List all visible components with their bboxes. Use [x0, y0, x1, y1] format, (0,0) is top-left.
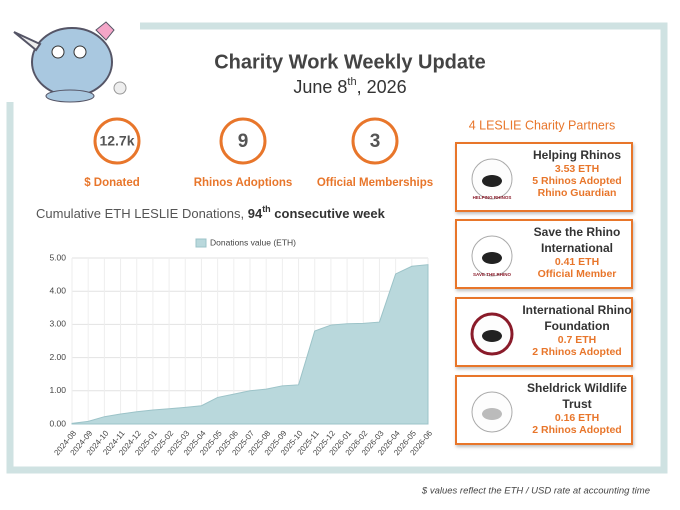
- y-tick-label: 0.00: [49, 418, 66, 428]
- rhino-icon: [482, 330, 502, 342]
- legend-swatch: [195, 238, 207, 248]
- partner-detail: Rhino Guardian: [538, 187, 617, 199]
- date-part: , 2026: [357, 77, 407, 97]
- stat-circle: [219, 117, 267, 165]
- partner-name: Helping Rhinos: [533, 148, 621, 162]
- rhino-icon: [482, 252, 502, 264]
- stat-value: 3: [370, 131, 381, 152]
- stat-circle: [351, 117, 399, 165]
- partner-detail: 3.53 ETH: [555, 163, 599, 175]
- partner-detail: 0.41 ETH: [555, 256, 599, 268]
- partner-logo-text: HELPING RHINOS: [473, 195, 512, 200]
- partner-detail: 5 Rhinos Adopted: [532, 175, 621, 187]
- chart-title-part: consecutive week: [271, 206, 386, 221]
- partner-detail: 0.7 ETH: [558, 334, 597, 346]
- area: [71, 264, 429, 425]
- partner-name: Foundation: [544, 319, 609, 333]
- chart-title-part: 94: [248, 206, 263, 221]
- partners-title: 4 LESLIE Charity Partners: [469, 118, 616, 132]
- date-part: June 8: [293, 77, 347, 97]
- stat-label: $ Donated: [84, 177, 140, 189]
- partner-name: Trust: [562, 397, 591, 411]
- mascot: [13, 21, 127, 103]
- stat-label: Rhinos Adoptions: [194, 177, 293, 189]
- chart-title-sup: th: [262, 204, 271, 214]
- date: June 8th, 2026: [293, 76, 406, 97]
- partner-name: International Rhino: [522, 303, 631, 317]
- stat-value: 12.7k: [99, 133, 134, 149]
- stat-label: Official Memberships: [317, 177, 433, 189]
- y-tick-label: 1.00: [49, 385, 66, 395]
- y-tick-label: 5.00: [49, 252, 66, 262]
- y-tick-label: 2.00: [49, 352, 66, 362]
- partner-name: Sheldrick Wildlife: [527, 381, 627, 395]
- date-sup: th: [347, 76, 356, 88]
- partner-logo-text: SAVE THE RHINO: [473, 272, 511, 277]
- partner-name: Save the Rhino: [534, 225, 621, 239]
- rhino-icon: [482, 408, 502, 420]
- partner-detail: Official Member: [538, 268, 617, 280]
- partner-detail: 2 Rhinos Adopted: [532, 346, 621, 358]
- rhino-icon: [482, 175, 502, 187]
- footnote: $ values reflect the ETH / USD rate at a…: [421, 486, 650, 497]
- chart-title-part: Cumulative ETH LESLIE Donations,: [36, 206, 248, 221]
- frame: [6, 22, 668, 474]
- partner-card: [455, 142, 633, 212]
- partner-name: International: [541, 241, 613, 255]
- stat-circle: [93, 117, 141, 165]
- chart-title: Cumulative ETH LESLIE Donations, 94th co…: [36, 204, 386, 221]
- partner-detail: 2 Rhinos Adopted: [532, 424, 621, 436]
- stat-value: 9: [238, 131, 249, 152]
- y-tick-label: 4.00: [49, 285, 66, 295]
- title: Charity Work Weekly Update: [214, 51, 486, 73]
- partner-detail: 0.16 ETH: [555, 412, 599, 424]
- y-tick-label: 3.00: [49, 319, 66, 329]
- legend-label: Donations value (ETH): [210, 237, 296, 247]
